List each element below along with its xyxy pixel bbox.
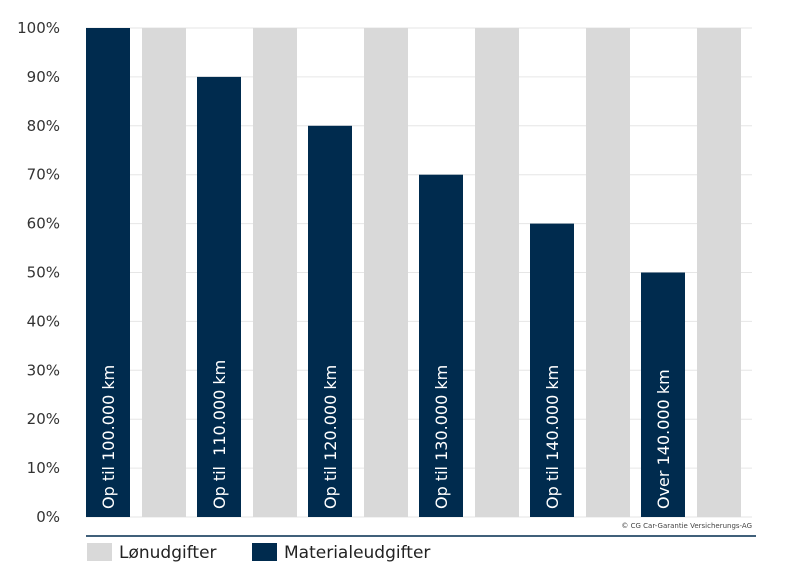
category-label: Op til 130.000 km [432, 365, 451, 509]
legend-swatch-lonudgifter [87, 543, 112, 561]
y-tick-label: 10% [27, 459, 60, 477]
y-tick-label: 60% [27, 215, 60, 233]
bar-materialeudgifter [419, 174, 463, 517]
y-tick-label: 20% [27, 410, 60, 428]
bars [86, 28, 741, 518]
bar-materialeudgifter [86, 28, 130, 517]
category-label: Op til 140.000 km [543, 365, 562, 509]
y-tick-label: 50% [27, 264, 60, 282]
bar-lonudgifter [475, 28, 519, 517]
bar-lonudgifter [253, 28, 297, 517]
bar-lonudgifter [697, 28, 741, 517]
category-labels: Op til 100.000 km Op til 110.000 km Op til… [99, 360, 673, 509]
legend-label-materialeudgifter: Materialeudgifter [284, 543, 430, 563]
legend-label-lonudgifter: Lønudgifter [119, 543, 217, 563]
copyright-note: © CG Car-Garantie Versicherungs-AG [621, 522, 752, 530]
category-label: Op til 100.000 km [99, 365, 118, 509]
bar-materialeudgifter [197, 76, 241, 518]
y-tick-label: 70% [27, 166, 60, 184]
bar-materialeudgifter [530, 223, 574, 517]
y-tick-label: 100% [17, 19, 60, 37]
y-tick-label: 40% [27, 312, 60, 330]
bar-lonudgifter [364, 28, 408, 517]
y-tick-label: 30% [27, 361, 60, 379]
y-axis: 0% 10% 20% 30% 40% 50% 60% 70% 80% 90% 100% [17, 19, 60, 526]
bar-materialeudgifter [308, 125, 352, 518]
category-label: Op til 110.000 km [210, 360, 229, 509]
bar-lonudgifter [586, 28, 630, 517]
bar-materialeudgifter [641, 272, 685, 517]
y-tick-label: 90% [27, 68, 60, 86]
y-tick-label: 0% [36, 508, 60, 526]
y-tick-label: 80% [27, 117, 60, 135]
legend-swatch-materialeudgifter [252, 543, 277, 561]
category-label: Op til 120.000 km [321, 365, 340, 509]
bar-lonudgifter [142, 28, 186, 517]
category-label: Over 140.000 km [654, 369, 673, 509]
legend: Lønudgifter Materialeudgifter [87, 543, 430, 563]
